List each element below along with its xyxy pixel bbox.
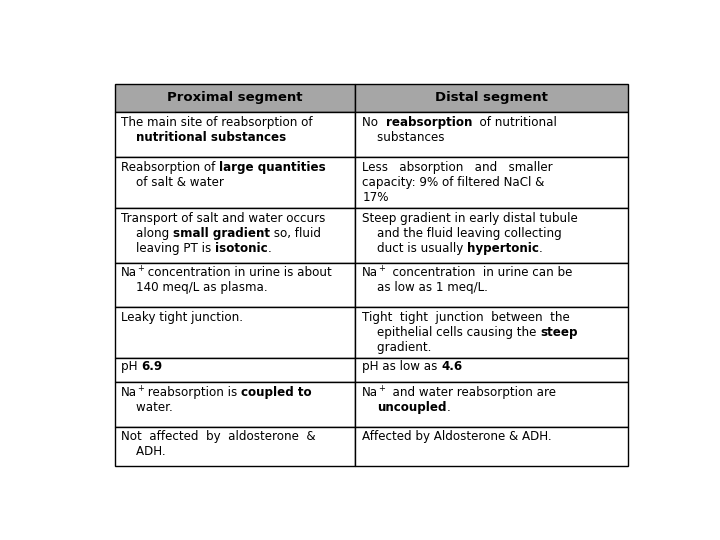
Text: small gradient: small gradient	[173, 227, 270, 240]
Text: The main site of reabsorption of: The main site of reabsorption of	[121, 116, 312, 129]
Text: reabsorption: reabsorption	[386, 116, 472, 129]
Bar	[356, 112, 629, 157]
Text: as low as 1 meq/L.: as low as 1 meq/L.	[362, 281, 488, 294]
Text: uncoupled: uncoupled	[377, 401, 446, 414]
Text: Affected by Aldosterone & ADH.: Affected by Aldosterone & ADH.	[362, 430, 552, 443]
Text: pH: pH	[121, 360, 141, 373]
Text: concentration in urine is about: concentration in urine is about	[144, 266, 332, 279]
Bar	[115, 427, 356, 466]
Text: Reabsorption of: Reabsorption of	[121, 161, 220, 174]
Text: No: No	[362, 116, 386, 129]
Text: Tight  tight  junction  between  the: Tight tight junction between the	[362, 311, 570, 324]
Bar	[115, 208, 356, 262]
Bar	[356, 84, 629, 112]
Text: Na: Na	[362, 266, 378, 279]
Bar	[356, 262, 629, 307]
Text: of salt & water: of salt & water	[121, 176, 224, 189]
Text: Not  affected  by  aldosterone  &: Not affected by aldosterone &	[121, 430, 316, 443]
Text: leaving PT is: leaving PT is	[121, 242, 215, 255]
Text: of nutritional: of nutritional	[472, 116, 557, 129]
Text: 140 meq/L as plasma.: 140 meq/L as plasma.	[121, 281, 268, 294]
Text: 4.6: 4.6	[441, 360, 462, 373]
Text: +: +	[378, 265, 385, 273]
Text: Na: Na	[362, 386, 378, 399]
Bar	[115, 84, 356, 112]
Text: coupled to: coupled to	[241, 386, 312, 399]
Bar	[356, 208, 629, 262]
Text: Transport of salt and water occurs: Transport of salt and water occurs	[121, 212, 325, 225]
Text: Less   absorption   and   smaller: Less absorption and smaller	[362, 161, 553, 174]
Text: +: +	[378, 384, 385, 393]
Bar	[356, 157, 629, 208]
Text: reabsorption is: reabsorption is	[144, 386, 241, 399]
Text: steep: steep	[540, 326, 578, 339]
Text: .: .	[268, 242, 271, 255]
Text: +: +	[138, 384, 144, 393]
Text: gradient.: gradient.	[362, 341, 431, 354]
Bar	[115, 262, 356, 307]
Bar	[115, 157, 356, 208]
Bar	[115, 358, 356, 382]
Text: and the fluid leaving collecting: and the fluid leaving collecting	[362, 227, 562, 240]
Text: Proximal segment: Proximal segment	[168, 91, 303, 104]
Bar	[115, 307, 356, 358]
Text: nutritional substances: nutritional substances	[136, 131, 287, 144]
Bar	[115, 112, 356, 157]
Text: Leaky tight junction.: Leaky tight junction.	[121, 311, 243, 324]
Text: Na: Na	[121, 266, 138, 279]
Text: hypertonic: hypertonic	[467, 242, 539, 255]
Text: epithelial cells causing the: epithelial cells causing the	[362, 326, 540, 339]
Text: Na: Na	[121, 386, 138, 399]
Text: Distal segment: Distal segment	[436, 91, 549, 104]
Text: large quantities: large quantities	[220, 161, 326, 174]
Text: and water reabsorption are: and water reabsorption are	[385, 386, 556, 399]
Text: Steep gradient in early distal tubule: Steep gradient in early distal tubule	[362, 212, 578, 225]
Text: +: +	[138, 265, 144, 273]
Text: capacity: 9% of filtered NaCl &: capacity: 9% of filtered NaCl &	[362, 176, 544, 189]
Bar	[356, 358, 629, 382]
Text: .: .	[446, 401, 451, 414]
Text: water.: water.	[121, 401, 173, 414]
Text: 17%: 17%	[362, 191, 389, 204]
Text: pH as low as: pH as low as	[362, 360, 441, 373]
Text: .: .	[539, 242, 543, 255]
Text: so, fluid: so, fluid	[270, 227, 321, 240]
Text: concentration  in urine can be: concentration in urine can be	[385, 266, 572, 279]
Bar	[356, 382, 629, 427]
Text: ADH.: ADH.	[121, 446, 166, 458]
Text: along: along	[121, 227, 173, 240]
Bar	[356, 307, 629, 358]
Bar	[115, 382, 356, 427]
Text: duct is usually: duct is usually	[362, 242, 467, 255]
Text: isotonic: isotonic	[215, 242, 268, 255]
Bar	[356, 427, 629, 466]
Text: 6.9: 6.9	[141, 360, 163, 373]
Text: substances: substances	[362, 131, 445, 144]
